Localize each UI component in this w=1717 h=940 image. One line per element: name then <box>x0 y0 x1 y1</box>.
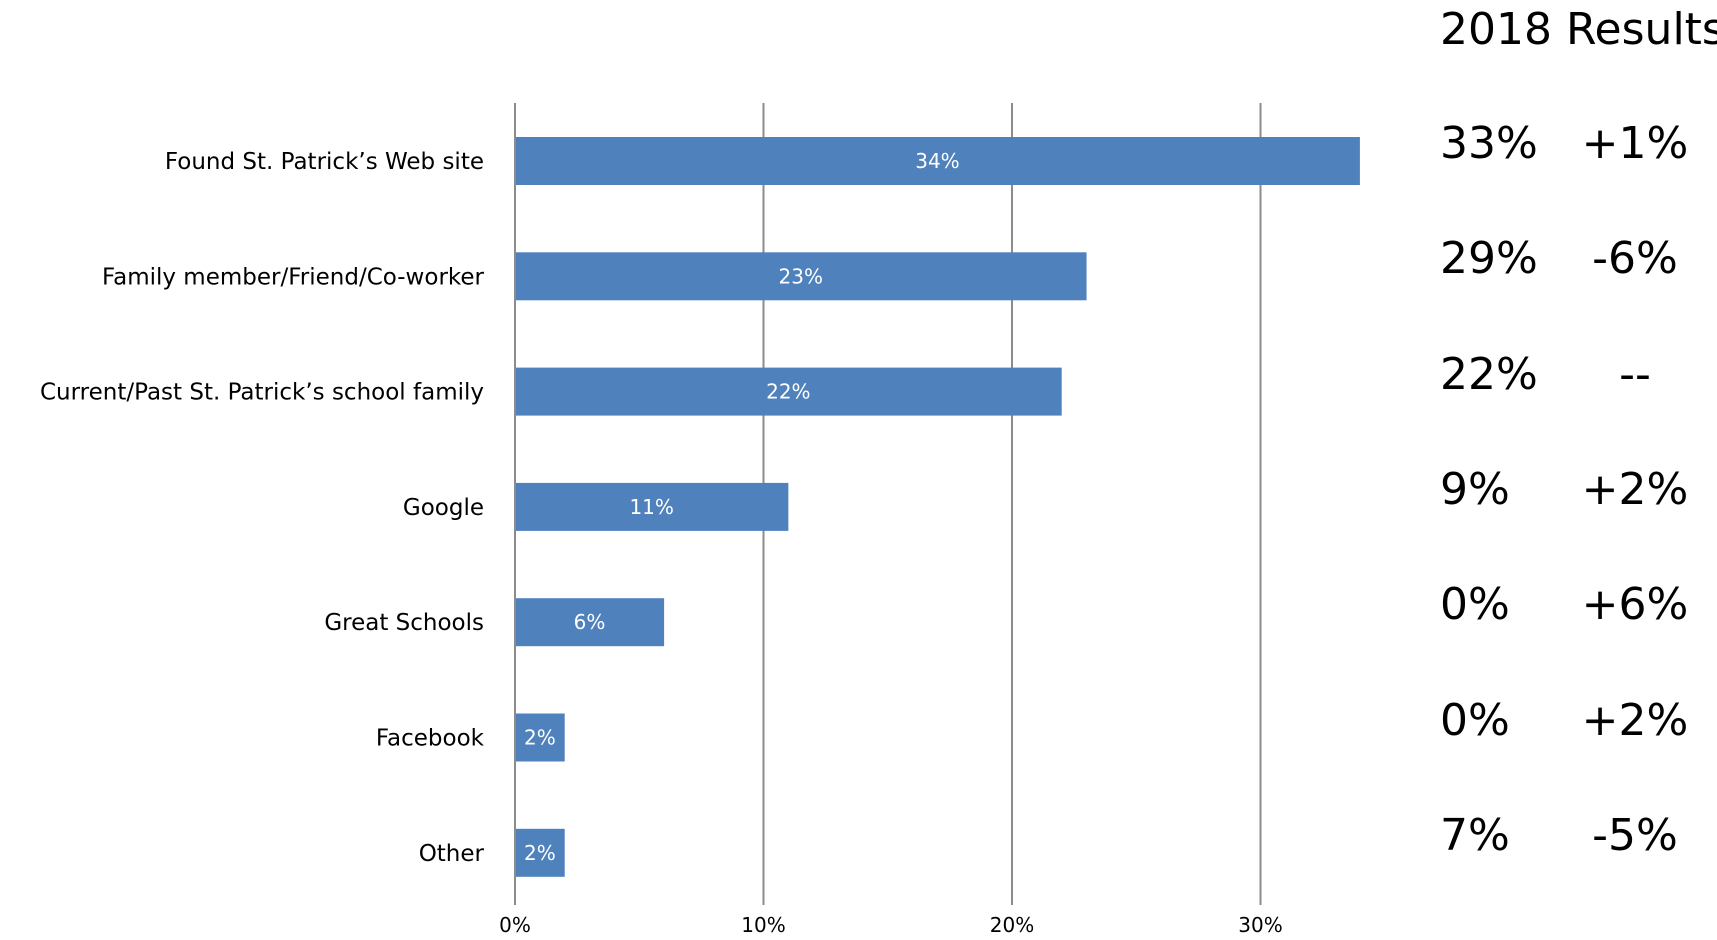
x-tick-label: 30% <box>1238 913 1282 937</box>
bar-data-label: 34% <box>915 149 959 173</box>
category-label: Great Schools <box>324 610 484 636</box>
change-value: +2% <box>1581 694 1689 746</box>
change-value: -- <box>1619 348 1651 400</box>
comparison-row: 33% +1% <box>1440 118 1710 178</box>
bar <box>516 482 789 531</box>
category-label: Found St. Patrick’s Web site <box>165 149 484 175</box>
bar <box>516 598 665 647</box>
x-axis-tick-labels: 0% 10% 20% 30% <box>499 913 1283 937</box>
bar <box>516 713 565 762</box>
comparison-row: 7% -5% <box>1440 810 1710 870</box>
bar-data-label: 2% <box>524 726 556 750</box>
category-label: Family member/Friend/Co-worker <box>102 264 485 290</box>
bar <box>516 828 565 877</box>
previous-result-value: 9% <box>1440 463 1510 515</box>
comparison-row: 9% +2% <box>1440 464 1710 524</box>
bars: 34% 23% 22% 11% 6% 2% 2% <box>516 137 1360 877</box>
bar-data-label: 6% <box>574 610 606 634</box>
category-label: Other <box>419 841 485 867</box>
bar-data-label: 22% <box>766 380 810 404</box>
bar <box>516 252 1087 301</box>
previous-result-value: 7% <box>1440 809 1510 861</box>
x-tick-label: 20% <box>990 913 1034 937</box>
comparison-title: 2018 Results <box>1440 4 1717 55</box>
bar <box>516 137 1360 185</box>
change-value: -5% <box>1592 809 1678 861</box>
previous-result-value: 33% <box>1440 118 1538 169</box>
change-value: +6% <box>1581 579 1689 631</box>
category-labels: Found St. Patrick’s Web site Family membe… <box>40 149 485 867</box>
comparison-row: 22% -- <box>1440 349 1710 409</box>
x-tick-label: 0% <box>499 913 531 937</box>
x-tick-label: 10% <box>741 913 785 937</box>
gridlines <box>514 103 1262 905</box>
change-value: +1% <box>1581 118 1689 169</box>
previous-result-value: 22% <box>1440 348 1538 400</box>
change-value: +2% <box>1581 463 1689 515</box>
category-label: Facebook <box>376 726 485 752</box>
previous-result-value: 0% <box>1440 579 1510 631</box>
category-label: Current/Past St. Patrick’s school family <box>40 380 484 406</box>
comparison-row: 0% +6% <box>1440 579 1710 639</box>
comparison-row: 29% -6% <box>1440 233 1710 293</box>
bar-data-label: 2% <box>524 841 556 865</box>
category-label: Google <box>403 495 484 521</box>
bar-data-label: 23% <box>779 264 823 288</box>
bar <box>516 367 1062 416</box>
bar-data-label: 11% <box>629 495 673 519</box>
previous-result-value: 29% <box>1440 233 1538 285</box>
previous-result-value: 0% <box>1440 694 1510 746</box>
change-value: -6% <box>1592 233 1678 285</box>
comparison-row: 0% +2% <box>1440 695 1710 755</box>
